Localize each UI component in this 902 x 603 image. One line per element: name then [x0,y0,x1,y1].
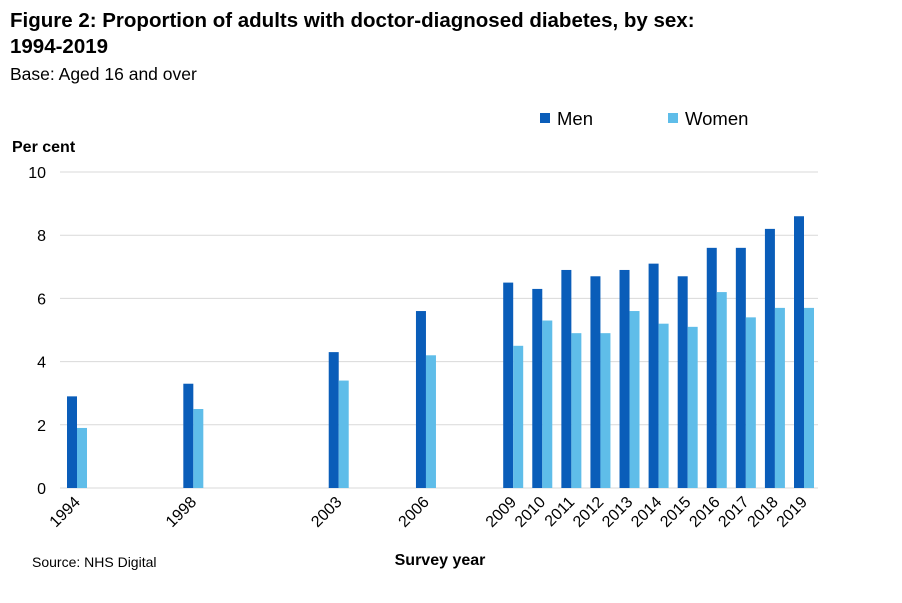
bar-men-2019 [794,216,804,489]
legend-swatch-men [540,113,550,123]
x-tick-label: 2015 [657,494,694,531]
bar-women-2003 [338,380,349,488]
bar-men-1998 [183,383,194,488]
bar-women-2016 [716,292,727,488]
bar-men-2018 [764,228,775,488]
bar-men-2017 [735,247,746,488]
bar-women-2009 [513,345,524,488]
y-tick-label: 10 [28,165,46,182]
x-tick-label: 2012 [570,494,607,531]
bar-women-2019 [804,307,814,488]
x-tick-label: 2009 [483,494,520,531]
x-tick-label: 2016 [686,494,723,531]
bar-women-2014 [658,323,669,488]
y-tick-label: 8 [37,228,46,245]
bar-women-2011 [571,333,582,488]
bar-men-2015 [677,276,688,488]
bar-men-2016 [706,247,717,488]
bar-women-2015 [687,326,698,488]
bar-women-1998 [193,409,204,488]
x-tick-label: 2011 [542,494,578,530]
chart-subtitle: Base: Aged 16 and over [10,64,197,84]
y-tick-labels: 0 2 4 6 8 10 [28,165,46,498]
bar-men-2013 [619,269,630,488]
x-tick-label: 2010 [512,494,549,531]
y-tick-label: 0 [37,481,46,498]
x-tick-label: 2019 [774,494,811,531]
x-tick-label: 2006 [396,494,433,531]
bar-men-2006 [415,311,426,488]
bar-men-2003 [328,352,339,488]
legend-swatch-women [668,113,678,123]
legend: Men Women [540,108,748,129]
x-axis-label: Survey year [395,552,486,569]
x-tick-label: 2017 [715,494,752,531]
gridlines [60,171,818,489]
bar-men-2014 [648,263,659,488]
bar-women-1994 [77,427,87,488]
bar-men-2009 [503,282,514,488]
legend-label-men: Men [557,108,593,129]
bar-women-2013 [629,311,640,488]
x-tick-label: 1998 [163,494,200,531]
x-tick-label: 2018 [745,494,782,531]
chart-title: Figure 2: Proportion of adults with doct… [10,9,695,58]
bar-men-2010 [532,288,543,488]
bars [67,216,814,489]
x-tick-label: 1994 [47,494,84,531]
x-tick-label: 2013 [599,494,636,531]
bar-women-2010 [542,320,553,488]
bar-men-1994 [67,396,77,488]
bar-women-2017 [745,317,756,488]
y-tick-label: 4 [37,355,46,372]
bar-women-2018 [774,307,785,488]
bar-men-2012 [590,276,601,488]
bar-women-2006 [425,355,436,488]
source-note: Source: NHS Digital [32,554,157,570]
y-tick-label: 6 [37,291,46,308]
y-axis-label: Per cent [12,139,76,156]
bar-men-2011 [561,269,572,488]
bar-women-2012 [600,333,611,488]
x-tick-labels: 1994 1998 2003 2006 200920102011201220132014… [47,494,811,531]
legend-label-women: Women [685,108,748,129]
y-tick-label: 2 [37,418,46,435]
x-tick-label: 2003 [308,494,345,531]
x-tick-label: 2014 [628,494,665,531]
